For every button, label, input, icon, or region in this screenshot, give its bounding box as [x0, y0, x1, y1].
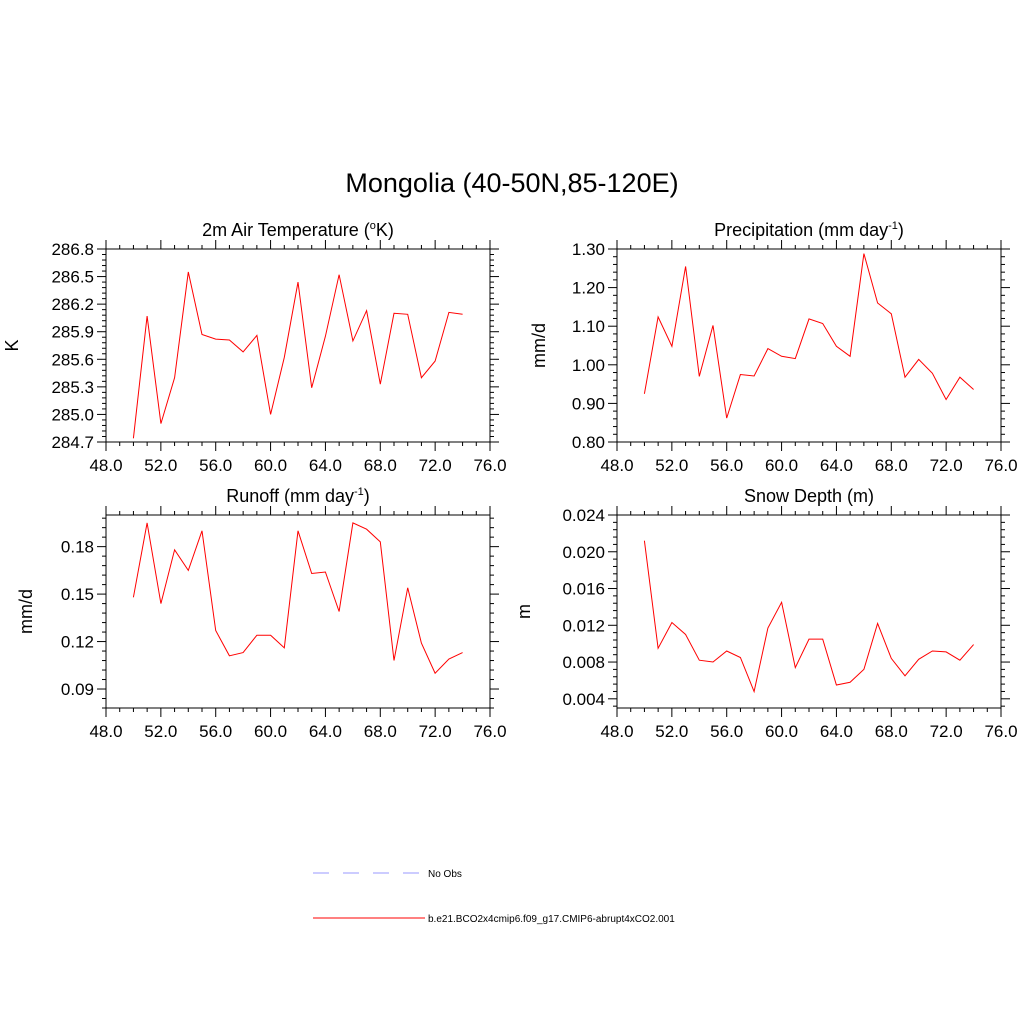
air-temperature-x-tick-label: 56.0 — [199, 456, 232, 475]
runoff-x-tick-label: 76.0 — [473, 722, 506, 741]
snow-depth-x-tick-label: 52.0 — [655, 722, 688, 741]
snow-depth-title: Snow Depth (m) — [744, 486, 874, 506]
air-temperature-y-tick-label: 285.0 — [51, 405, 94, 424]
legend-label-no-obs: No Obs — [428, 869, 462, 880]
precipitation-y-tick-label: 1.10 — [572, 317, 605, 336]
runoff-y-axis-label: mm/d — [16, 589, 36, 634]
air-temperature-y-tick-label: 285.6 — [51, 350, 94, 369]
air-temperature-x-tick-label: 68.0 — [364, 456, 397, 475]
precipitation-title: Precipitation (mm day-1) — [714, 220, 904, 240]
air-temperature-y-axis-label: K — [2, 339, 22, 351]
precipitation-x-tick-label: 48.0 — [600, 456, 633, 475]
runoff-x-tick-label: 72.0 — [419, 722, 452, 741]
runoff-y-tick-label: 0.18 — [61, 538, 94, 557]
air-temperature-x-tick-label: 48.0 — [89, 456, 122, 475]
air-temperature-y-tick-label: 284.7 — [51, 433, 94, 452]
runoff-x-tick-label: 60.0 — [254, 722, 287, 741]
runoff-x-tick-label: 56.0 — [199, 722, 232, 741]
snow-depth-y-tick-label: 0.008 — [562, 653, 605, 672]
air-temperature-x-tick-label: 72.0 — [419, 456, 452, 475]
snow-depth-x-tick-label: 60.0 — [765, 722, 798, 741]
runoff-title: Runoff (mm day-1) — [226, 486, 370, 506]
snow-depth-y-tick-label: 0.004 — [562, 690, 605, 709]
air-temperature-x-tick-label: 64.0 — [309, 456, 342, 475]
air-temperature-y-tick-label: 286.2 — [51, 295, 94, 314]
runoff-x-tick-label: 68.0 — [364, 722, 397, 741]
figure-title: Mongolia (40-50N,85-120E) — [345, 168, 679, 198]
snow-depth-y-tick-label: 0.016 — [562, 580, 605, 599]
precipitation-x-tick-label: 64.0 — [820, 456, 853, 475]
precipitation-y-tick-label: 1.30 — [572, 240, 605, 259]
runoff-series-line — [132, 522, 463, 675]
precipitation-x-tick-label: 68.0 — [875, 456, 908, 475]
precipitation-y-tick-label: 1.20 — [572, 279, 605, 298]
air-temperature-y-tick-label: 286.8 — [51, 240, 94, 259]
legend-label-model: b.e21.BCO2x4cmip6.f09_g17.CMIP6-abrupt4x… — [428, 914, 675, 925]
snow-depth-series-line — [643, 540, 974, 694]
precipitation-x-tick-label: 60.0 — [765, 456, 798, 475]
snow-depth-x-tick-label: 48.0 — [600, 722, 633, 741]
air-temperature-title: 2m Air Temperature (oK) — [202, 220, 394, 240]
snow-depth-y-tick-label: 0.020 — [562, 543, 605, 562]
air-temperature-x-tick-label: 76.0 — [473, 456, 506, 475]
precipitation-series-line — [643, 253, 974, 419]
precipitation-y-tick-label: 0.80 — [572, 433, 605, 452]
runoff-y-tick-label: 0.09 — [61, 680, 94, 699]
air-temperature-x-tick-label: 52.0 — [144, 456, 177, 475]
precipitation-x-tick-label: 72.0 — [930, 456, 963, 475]
snow-depth-x-tick-label: 56.0 — [710, 722, 743, 741]
runoff-x-tick-label: 52.0 — [144, 722, 177, 741]
snow-depth-x-tick-label: 76.0 — [984, 722, 1017, 741]
snow-depth-x-tick-label: 68.0 — [875, 722, 908, 741]
air-temperature-y-tick-label: 285.3 — [51, 378, 94, 397]
precipitation-y-tick-label: 1.00 — [572, 356, 605, 375]
air-temperature-series-line — [132, 271, 463, 439]
air-temperature-x-tick-label: 60.0 — [254, 456, 287, 475]
air-temperature-y-tick-label: 285.9 — [51, 323, 94, 342]
precipitation-x-tick-label: 52.0 — [655, 456, 688, 475]
runoff-y-tick-label: 0.15 — [61, 585, 94, 604]
snow-depth-y-tick-label: 0.012 — [562, 616, 605, 635]
snow-depth-x-tick-label: 72.0 — [930, 722, 963, 741]
snow-depth-y-tick-label: 0.024 — [562, 506, 605, 525]
precipitation-y-axis-label: mm/d — [529, 323, 549, 368]
air-temperature-y-tick-label: 286.5 — [51, 268, 94, 287]
precipitation-x-tick-label: 56.0 — [710, 456, 743, 475]
runoff-x-tick-label: 48.0 — [89, 722, 122, 741]
precipitation-y-tick-label: 0.90 — [572, 394, 605, 413]
precipitation-x-tick-label: 76.0 — [984, 456, 1017, 475]
snow-depth-x-tick-label: 64.0 — [820, 722, 853, 741]
runoff-y-tick-label: 0.12 — [61, 633, 94, 652]
snow-depth-y-axis-label: m — [514, 604, 534, 619]
runoff-x-tick-label: 64.0 — [309, 722, 342, 741]
